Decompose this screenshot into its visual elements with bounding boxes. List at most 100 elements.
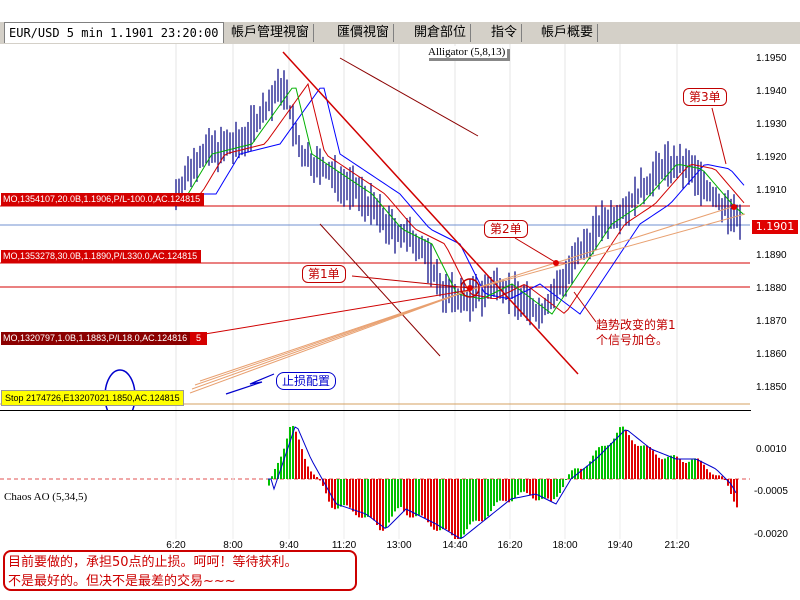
ao-bar <box>340 479 342 507</box>
ao-bar <box>454 479 456 539</box>
callout-second-trade: 第2单 <box>484 220 528 238</box>
stop-order-label[interactable]: Stop 2174726,E13207021.1850,AC.124815 <box>1 390 184 406</box>
trend-channel-upper <box>282 51 579 375</box>
ao-bar <box>715 475 717 479</box>
tab-account-summary[interactable]: 帳戶概要 <box>537 24 599 42</box>
ao-bar <box>295 431 297 479</box>
ao-bar <box>592 455 594 479</box>
ao-bar <box>430 479 432 527</box>
ao-bar <box>646 445 648 479</box>
ao-bar <box>535 479 537 501</box>
callout-third-trade: 第3单 <box>683 88 727 106</box>
ao-bar <box>550 479 552 502</box>
stop-suffix: ,AC.124815 <box>132 393 180 403</box>
pointer-third <box>711 107 727 165</box>
order-label-1[interactable]: MO,1354107,20.0B,1.1906,P/L-100.0,AC.124… <box>1 193 205 206</box>
ao-bar <box>268 479 270 486</box>
tab-orders[interactable]: 指令 <box>487 24 523 42</box>
ao-bar <box>328 479 330 502</box>
ao-bar <box>673 455 675 479</box>
order-label-3[interactable]: MO,1320797,1.0B,1.1883,P/L18.0,AC.124816 <box>1 332 192 345</box>
fan-line <box>189 289 471 394</box>
tab-quotes[interactable]: 匯價視窗 <box>333 24 395 42</box>
price-chart-panel[interactable] <box>0 44 751 411</box>
comment-line-1: 目前要做的，承担50点的止损。呵呵！等待获利。 <box>8 555 298 570</box>
ao-bar <box>331 479 333 508</box>
entry-link-line <box>204 289 471 335</box>
ao-bar <box>469 479 471 525</box>
trade-comment-box: 目前要做的，承担50点的止损。呵呵！等待获利。 不是最好的。但决不是最差的交易~… <box>3 550 357 591</box>
price-tick: 1.1880 <box>756 283 787 294</box>
ao-bar <box>388 479 390 523</box>
order-label-3-tail: 5 <box>190 332 208 345</box>
ao-bar <box>562 479 564 488</box>
time-tick: 6:20 <box>166 540 186 551</box>
price-tick: 1.1860 <box>756 349 787 360</box>
oscillator-panel[interactable] <box>0 411 751 539</box>
fan-line <box>199 289 471 382</box>
ao-bar <box>424 479 426 519</box>
ao-bar <box>709 472 711 479</box>
time-tick: 14:40 <box>442 540 468 551</box>
ao-bar <box>571 470 573 479</box>
price-tick: 1.1940 <box>756 86 787 97</box>
ao-bar <box>730 479 732 494</box>
ao-bar <box>400 479 402 507</box>
trend-note-line1: 趋势改变的第1 <box>596 318 676 332</box>
price-chart <box>0 44 750 410</box>
ao-histogram <box>0 411 750 539</box>
ao-bar <box>589 461 591 479</box>
tab-open-positions[interactable]: 開倉部位 <box>410 24 472 42</box>
time-tick: 21:20 <box>664 540 690 551</box>
ao-bar <box>301 449 303 479</box>
ao-bar <box>688 461 690 479</box>
time-tick: 18:00 <box>552 540 578 551</box>
ao-bar <box>526 479 528 494</box>
ao-bar <box>415 479 417 517</box>
trend-channel-top <box>339 57 479 137</box>
ao-bar <box>553 479 555 500</box>
ao-bar <box>604 445 606 479</box>
ao-bar <box>727 479 729 486</box>
ao-bar <box>598 447 600 479</box>
ao-bar <box>457 479 459 539</box>
ao-bar <box>661 459 663 479</box>
entry-dot-2 <box>553 260 559 266</box>
ao-tick-3: -0.0020 <box>754 529 788 540</box>
ao-bar <box>649 447 651 479</box>
comment-line-2: 不是最好的。但决不是最差的交易~~~ <box>8 574 236 589</box>
fan-line-right <box>469 213 746 291</box>
price-tick: 1.1890 <box>756 250 787 261</box>
ao-bar <box>286 438 288 479</box>
ao-bar <box>520 479 522 493</box>
ao-bar <box>523 479 525 492</box>
time-tick: 11:20 <box>331 540 357 551</box>
ao-bar <box>445 479 447 530</box>
pointer-first <box>351 275 471 289</box>
trend-channel-lower <box>319 223 441 357</box>
ao-bar <box>376 479 378 526</box>
ao-bar <box>679 459 681 479</box>
ao-bar <box>490 479 492 512</box>
alligator-jaw <box>176 87 745 315</box>
ao-bar <box>298 439 300 479</box>
ao-bar <box>484 479 486 520</box>
ao-bar <box>505 479 507 502</box>
ao-bar <box>601 445 603 479</box>
ao-bar <box>379 479 381 531</box>
ao-bar <box>373 479 375 521</box>
ao-bar <box>517 479 519 495</box>
ao-bar <box>427 479 429 523</box>
callout-stop-config: 止损配置 <box>276 372 337 390</box>
tab-eurusd-chart[interactable]: EUR/USD 5 min 1.1901 23:20:00 <box>4 22 224 43</box>
ao-bar <box>460 479 462 539</box>
tab-account-management[interactable]: 帳戶管理視窗 <box>227 24 315 42</box>
order-label-2[interactable]: MO,1353278,30.0B,1.1890,P/L330.0,AC.1248… <box>1 250 202 263</box>
alligator-teeth <box>176 82 745 314</box>
ao-bar <box>313 474 315 479</box>
time-tick: 16:20 <box>497 540 523 551</box>
ao-bar <box>664 458 666 479</box>
ao-bar <box>607 445 609 479</box>
ao-bar <box>370 479 372 518</box>
price-tick: 1.1930 <box>756 119 787 130</box>
